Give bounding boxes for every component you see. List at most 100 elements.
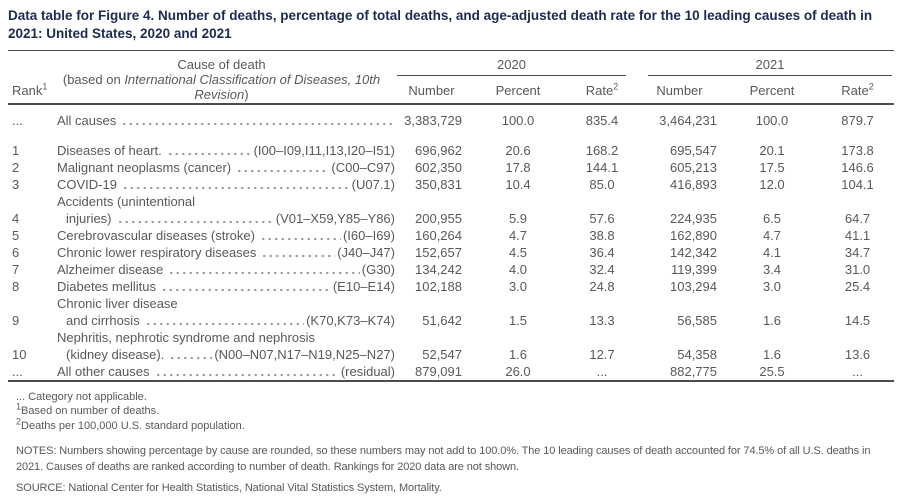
cause-column-header: Cause of death (based on International C… [48,50,395,103]
rate-2021-cell: 31.0 [844,261,871,277]
rank-cell: 5 [12,227,20,243]
cause-name: Chronic lower respiratory diseases [57,244,257,260]
number-2020-cell: 160,264 [415,227,462,243]
cause-cell: Nephritis, nephrotic syndrome and nephro… [48,329,395,363]
percent-2021-cell: 3.0 [762,278,782,294]
rank-cell: 9 [12,312,20,328]
percent-2021-header: Percent [749,82,795,98]
icd-code: (N00–N07,N17–N19,N25–N27) [214,346,395,362]
dot-leader [121,185,350,190]
dot-leader [169,355,213,360]
rate-2021-cell: ... [852,363,863,379]
rate-2020-cell: 85.0 [589,176,615,192]
rank-cell: 2 [12,159,20,175]
table-row: ... All other causes (residual) 879,091 … [8,363,894,381]
data-table: Rank1 Cause of death (based on Internati… [8,49,895,382]
icd-code: (C00–C97) [331,159,395,175]
number-2021-cell: 224,935 [670,210,717,226]
number-2021-cell: 119,399 [670,261,717,277]
percent-2020-cell: 1.5 [508,312,528,328]
percent-2021-cell: 1.6 [762,312,782,328]
cause-cell: All causes [48,104,395,142]
number-2020-cell: 879,091 [415,363,462,379]
cause-cell: Malignant neoplasms (cancer) (C00–C97) [48,159,395,176]
table-body: ... All causes 3,383,729 100.0 835.4 3,4… [8,104,895,381]
dot-leader [259,236,341,241]
rate-2020-header: Rate2 [568,76,636,104]
rate-2021-cell: 14.5 [844,312,871,328]
rate-2021-cell: 13.6 [844,346,871,362]
percent-2021-cell: 4.7 [762,227,782,243]
rank-cell: 1 [12,142,20,158]
percent-2021-cell: 12.0 [759,176,785,192]
rate-2021-label: Rate [841,82,869,98]
table-row: 3 COVID-19 (U07.1) 350,831 10.4 85.0 416… [8,176,894,193]
cause-header-subtitle: (based on International Classification o… [52,72,391,103]
rank-cell: ... [12,112,23,128]
percent-2021-cell: 3.4 [762,261,782,277]
percent-2020-cell: 26.0 [505,363,531,379]
cause-name: Cerebrovascular diseases (stroke) [57,227,255,243]
table-row: 8 Diabetes mellitus (E10–E14) 102,188 3.… [8,278,894,295]
cause-cell: Alzheimer disease (G30) [48,261,395,278]
percent-2020-header: Percent [495,82,541,98]
rate-2021-cell: 173.8 [841,142,874,158]
number-2021-cell: 3,464,231 [659,112,717,128]
source-line: SOURCE: National Center for Health Stati… [16,481,442,494]
cause-name: Diseases of heart. [57,142,162,158]
rate-2020-cell: 13.3 [589,312,615,328]
cause-name: Alzheimer disease [57,261,164,277]
cause-name: All other causes [57,363,150,379]
rate-2020-cell: 144.1 [585,159,619,175]
percent-2021-cell: 4.1 [762,244,782,260]
cause-line1: Chronic liver disease [57,295,178,311]
percent-2021-cell: 1.6 [762,346,782,362]
cause-name: Diabetes mellitus [57,278,156,294]
dot-leader [166,151,252,156]
icd-code: (J40–J47) [337,244,395,260]
cause-cell: COVID-19 (U07.1) [48,176,395,193]
footnote-1-text: Based on number of deaths. [21,405,160,418]
rank-cell: 4 [12,210,20,226]
cause-line2: Diseases of heart. (I00–I09,I11,I13,I20–… [57,142,395,159]
dot-leader [161,287,331,292]
rate-2021-cell: 64.7 [844,210,871,226]
cause-name: and cirrhosis [66,312,140,328]
cause-line2: All other causes (residual) [57,363,395,380]
cause-name: (kidney disease). [66,346,165,362]
rate-2021-cell: 25.4 [844,278,871,294]
table-row: 6 Chronic lower respiratory diseases (J4… [8,244,894,261]
percent-2020-cell: 4.5 [508,244,528,260]
rate-2020-cell: 57.6 [589,210,615,226]
dot-leader [168,270,360,275]
icd-code: (I00–I09,I11,I13,I20–I51) [253,142,395,158]
number-2021-cell: 416,893 [670,176,717,192]
rate-2020-cell: 38.8 [589,227,615,243]
icd-code: (E10–E14) [332,278,395,294]
cause-line2: Diabetes mellitus (E10–E14) [57,278,395,295]
icd-code: (I60–I69) [342,227,395,243]
percent-2021-cell: 6.5 [762,210,782,226]
rate-2020-cell: 32.4 [589,261,615,277]
percent-2020-cell: 4.0 [508,261,528,277]
percent-2021-cell: 25.5 [759,363,785,379]
year-group-2021: 2021 [636,50,894,76]
dot-leader [121,121,393,126]
table-row: 1 Diseases of heart. (I00–I09,I11,I13,I2… [8,142,894,159]
cause-header-icd-name: International Classification of Diseases… [124,71,381,103]
dot-leader [236,168,330,173]
cause-header-suffix: ) [244,87,249,103]
notes-paragraph: NOTES: Numbers showing percentage by cau… [16,445,871,473]
percent-2020-cell: 17.8 [505,159,531,175]
number-2020-cell: 696,962 [415,142,462,158]
percent-2021-cell: 100.0 [755,112,789,128]
cause-line2: Malignant neoplasms (cancer) (C00–C97) [57,159,395,176]
percent-2020-cell: 100.0 [501,112,535,128]
footnote-1: 1Based on number of deaths. [16,402,886,419]
rank-column-header: Rank1 [8,50,48,103]
number-2020-header: Number [408,82,455,98]
cause-line2: (kidney disease). (N00–N07,N17–N19,N25–N… [57,346,395,363]
rate-2020-cell: 835.4 [585,112,619,128]
number-2020-cell: 52,547 [422,346,462,362]
rate-2020-cell: 36.4 [589,244,615,260]
